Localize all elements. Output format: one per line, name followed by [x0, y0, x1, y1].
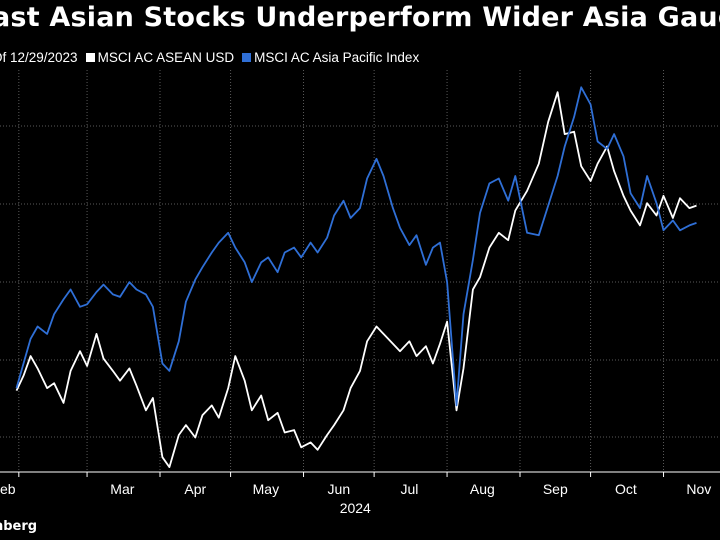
source-label: nberg	[0, 519, 38, 534]
x-axis: eb Mar Apr May Jun Jul Aug Sep Oct Nov 2024	[0, 471, 720, 516]
grid	[0, 70, 720, 472]
series-line-asean	[15, 91, 697, 468]
series-lines	[15, 86, 697, 468]
x-tick-label: May	[253, 481, 279, 497]
legend-item-asia-pacific: MSCI AC Asia Pacific Index	[242, 50, 419, 65]
x-tick-label: Mar	[110, 481, 134, 497]
series-line-asia-pacific	[15, 86, 697, 407]
legend-label-asean: MSCI AC ASEAN USD	[97, 49, 235, 65]
x-tick-label: Apr	[184, 481, 206, 497]
x-tick-label: Oct	[615, 481, 637, 497]
legend-label-asia-pacific: MSCI AC Asia Pacific Index	[254, 49, 420, 65]
legend-prefix-label: Of 12/29/2023	[0, 49, 78, 65]
x-tick-label: eb	[0, 481, 16, 497]
legend-swatch-asean	[85, 52, 95, 62]
legend-item-asean: MSCI AC ASEAN USD	[85, 49, 235, 65]
x-tick-label: Sep	[543, 481, 568, 497]
legend: Of 12/29/2023 MSCI AC ASEAN USD MSCI AC …	[0, 47, 427, 67]
x-year-label: 2024	[340, 500, 371, 516]
x-tick-label: Jun	[328, 481, 351, 497]
legend-swatch-asia-pacific	[242, 52, 252, 62]
x-tick-label: Jul	[400, 481, 418, 497]
chart-title: ast Asian Stocks Underperform Wider Asia…	[0, 2, 720, 33]
x-tick-label: Aug	[470, 481, 495, 497]
x-tick-label: Nov	[686, 481, 711, 497]
legend-prefix: Of 12/29/2023	[0, 50, 78, 65]
